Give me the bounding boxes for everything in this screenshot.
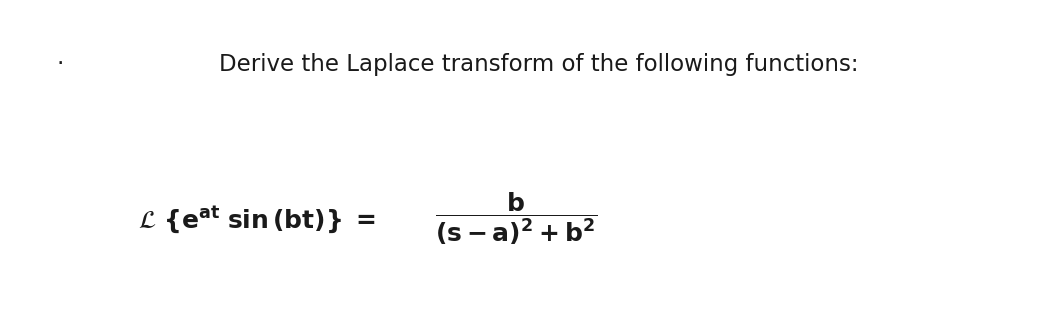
Text: Derive the Laplace transform of the following functions:: Derive the Laplace transform of the foll…	[220, 53, 859, 76]
Text: $\mathbf{\mathcal{L}}$ $\mathbf{\{}$$\mathbf{e^{at}}$ $\mathbf{sin\,(bt)}$$\math: $\mathbf{\mathcal{L}}$ $\mathbf{\{}$$\ma…	[138, 204, 376, 235]
Text: $\dfrac{\mathbf{b}}{\mathbf{(s-a)^2+b^2}}$: $\dfrac{\mathbf{b}}{\mathbf{(s-a)^2+b^2}…	[435, 191, 597, 248]
Text: ·: ·	[57, 53, 64, 76]
